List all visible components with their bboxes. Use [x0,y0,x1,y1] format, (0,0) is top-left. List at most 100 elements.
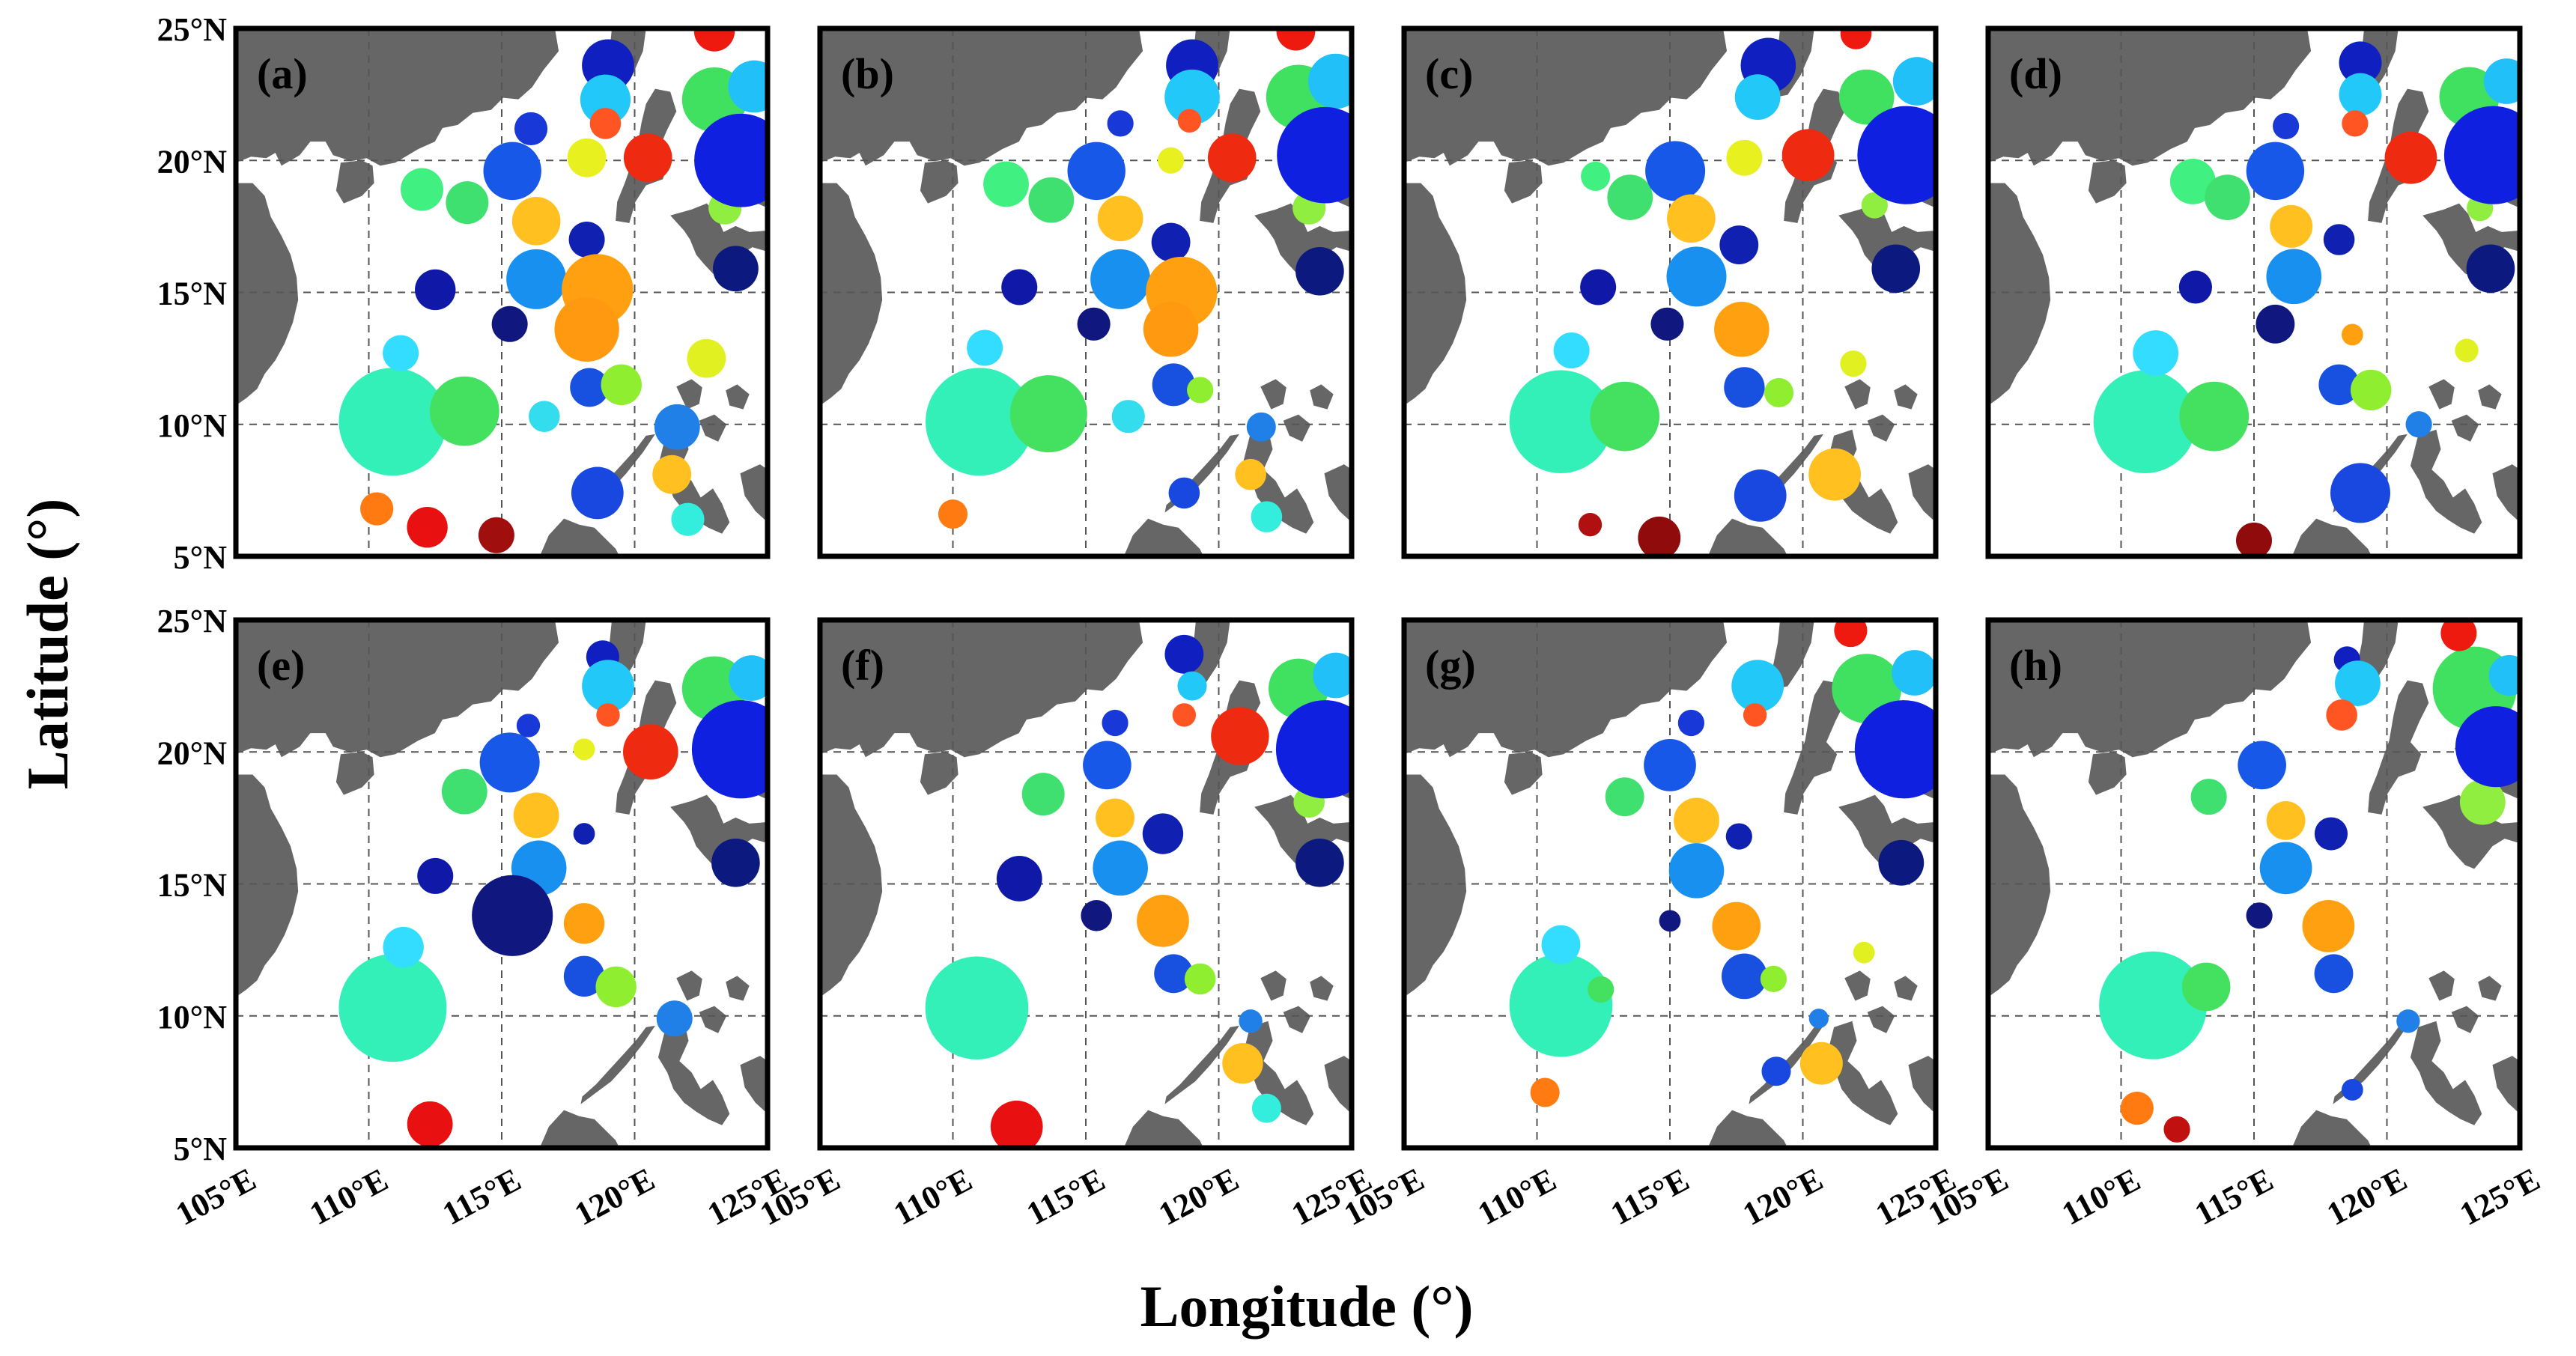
station-marker [1021,773,1065,816]
station-marker [1764,377,1794,407]
station-marker [1840,28,1872,49]
station-marker [1313,652,1352,699]
station-marker [529,401,560,432]
station-marker [713,246,759,292]
station-marker [2178,270,2212,304]
station-marker [1731,660,1784,713]
x-tick-label: 120°E [2321,1161,2413,1232]
station-marker [580,74,631,125]
station-marker [2335,660,2381,706]
station-marker [2093,370,2197,474]
map-panel: (g)105°E 110°E 115°E 120°E 125°E [1338,617,1962,1232]
station-marker [1666,246,1727,307]
station-marker [1714,302,1770,357]
station-marker [478,517,514,553]
station-marker [417,857,454,894]
station-marker [2483,58,2520,104]
station-marker [1712,902,1761,951]
x-tick-label: 120°E [1152,1161,1245,1232]
station-marker [2179,381,2250,452]
station-marker [1509,953,1613,1057]
station-marker [1581,161,1611,191]
station-marker [472,875,553,956]
station-marker [1111,400,1145,434]
station-marker [652,454,692,494]
station-marker [516,714,541,738]
station-marker [1009,375,1087,453]
station-marker [1107,110,1134,137]
station-marker [1799,1042,1843,1085]
station-marker [2133,330,2179,376]
panel-label: (d) [2009,49,2062,98]
station-marker [1251,1093,1281,1123]
station-marker [2455,338,2479,362]
station-marker [1246,412,1276,442]
station-marker [1541,925,1581,964]
station-marker [1096,798,1134,838]
panel-label: (f) [841,641,884,690]
station-marker [1590,381,1660,452]
station-marker [694,113,768,207]
y-tick-label: 20°N [157,143,228,180]
station-marker [1838,69,1895,125]
map-panel: (f)105°E 110°E 115°E 120°E 125°E [754,617,1378,1232]
station-marker [2273,112,2300,140]
station-marker [1184,963,1216,995]
station-marker [2266,800,2306,840]
station-marker [2330,463,2390,523]
station-marker [1097,195,1143,242]
station-marker [1871,244,1921,294]
station-marker [1152,363,1195,407]
station-marker [1276,28,1316,51]
station-marker [687,338,726,378]
map-area [820,620,1352,1148]
station-marker [2246,142,2305,201]
station-marker [2120,1092,2154,1125]
station-marker [2205,174,2250,220]
station-marker [2326,699,2357,731]
station-marker [1083,741,1131,790]
map-area [236,620,768,1148]
map-area [1404,620,1936,1148]
y-tick-label: 25°N [157,603,228,639]
x-tick-label: 115°E [437,1161,527,1232]
station-marker [567,138,607,177]
x-tick-label: 115°E [1605,1161,1695,1232]
station-marker [479,732,540,793]
station-marker [2255,304,2295,344]
station-marker [2169,159,2216,204]
station-marker [623,724,678,780]
station-marker [1650,307,1684,341]
map-area [820,28,1352,556]
y-tick-label: 5°N [174,1131,228,1167]
station-marker [2405,411,2432,438]
station-marker [654,404,700,450]
station-marker [623,133,672,183]
station-marker [2341,1079,2363,1101]
station-marker [2099,951,2208,1059]
station-marker [563,903,605,944]
station-marker [1674,797,1719,844]
map-area [1988,620,2520,1148]
station-marker [1726,139,1763,176]
x-tick-label: 125°E [2454,1161,2546,1232]
x-tick-label: 110°E [303,1161,394,1232]
station-marker [1638,516,1681,556]
station-marker [2443,106,2520,204]
x-tick-label: 115°E [1021,1161,1111,1232]
station-marker [1760,965,1787,992]
station-marker [1067,142,1126,201]
station-marker [1644,738,1696,791]
station-marker [596,703,620,727]
map-panel: (a) 25°N 20°N 15°N 10°N 5°N [157,11,771,576]
station-marker [407,507,448,548]
station-marker [513,792,559,839]
station-marker [1857,106,1936,204]
station-marker [1207,133,1257,183]
station-marker [2396,1009,2420,1033]
y-axis-title: Latitude (°) [15,499,80,790]
map-area [1988,28,2520,556]
station-marker [2181,962,2231,1012]
station-marker [360,492,394,526]
panel-frame [817,25,1355,559]
